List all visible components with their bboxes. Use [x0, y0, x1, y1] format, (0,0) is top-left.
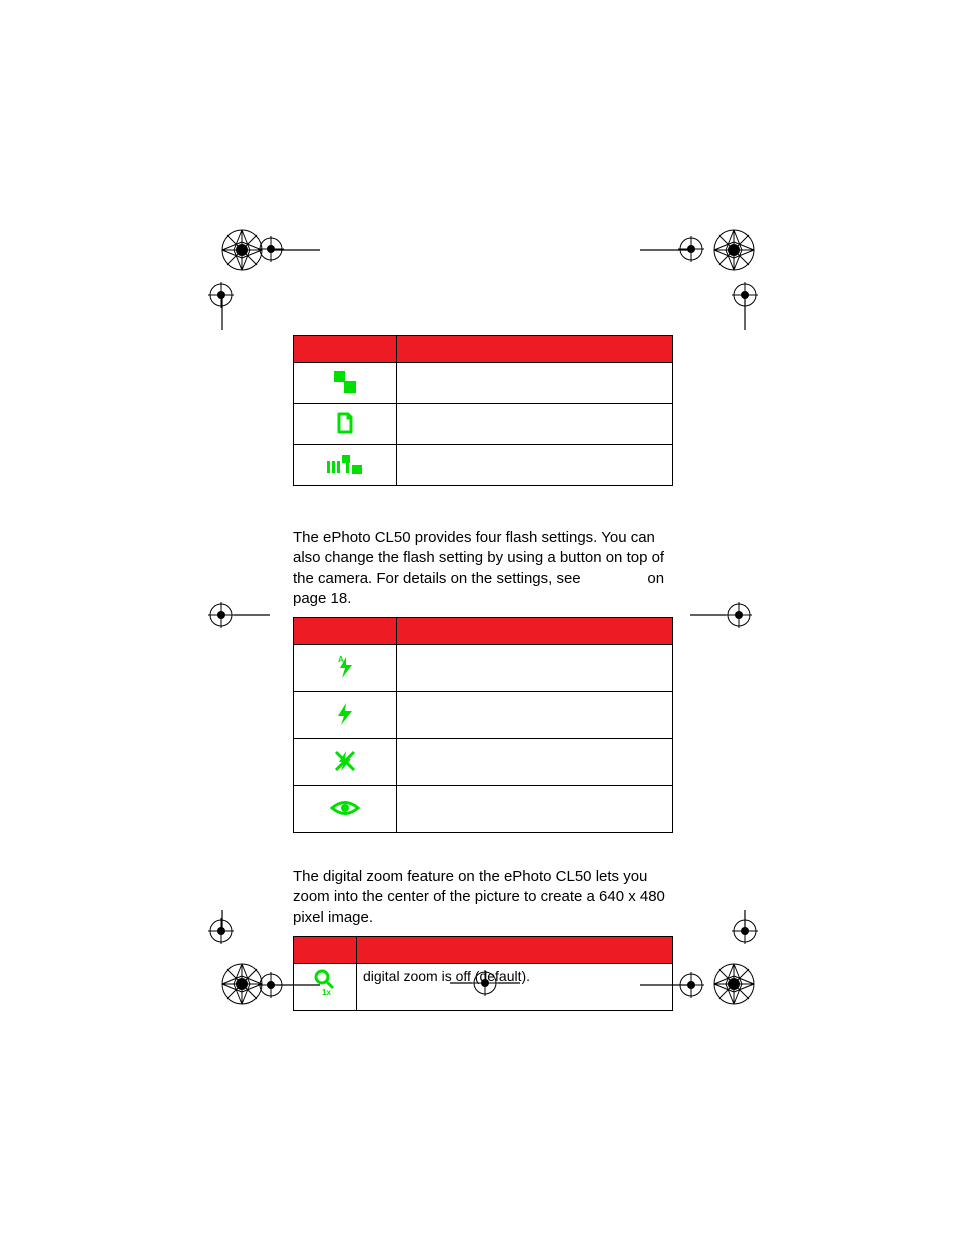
table-row	[294, 739, 673, 786]
crop-mark-mid-left	[200, 600, 270, 630]
icon-cell	[294, 692, 397, 739]
col-desc	[357, 936, 673, 963]
col-desc	[397, 336, 673, 363]
desc-cell	[397, 645, 673, 692]
desc-cell	[397, 692, 673, 739]
card-icon	[333, 411, 357, 435]
desc-cell	[397, 786, 673, 833]
col-icon	[294, 936, 357, 963]
desc-cell: digital zoom is off (default).	[357, 963, 673, 1010]
desc-cell	[397, 404, 673, 445]
table-header-row	[294, 618, 673, 645]
zoom-1x-icon: 1x	[313, 968, 337, 996]
table-row	[294, 363, 673, 404]
flash-table: A	[293, 617, 673, 833]
desc-cell	[397, 739, 673, 786]
table-row: 1x digital zoom is off (default).	[294, 963, 673, 1010]
desc-cell	[397, 445, 673, 486]
icon-cell: A	[294, 645, 397, 692]
table-row: A	[294, 645, 673, 692]
icon-cell	[294, 786, 397, 833]
crop-mark-top-right	[640, 220, 770, 330]
table-row	[294, 445, 673, 486]
flash-intro-gap	[585, 570, 643, 587]
col-desc	[397, 618, 673, 645]
table-row	[294, 404, 673, 445]
col-icon	[294, 618, 397, 645]
auto-flash-icon: A	[332, 654, 358, 680]
col-icon	[294, 336, 397, 363]
svg-text:1x: 1x	[322, 988, 331, 996]
two-squares-icon	[330, 370, 360, 394]
desc-cell	[397, 363, 673, 404]
crop-mark-mid-right	[690, 600, 760, 630]
zoom-intro: The digital zoom feature on the ePhoto C…	[293, 867, 673, 928]
flash-off-icon	[333, 749, 357, 773]
icon-cell	[294, 363, 397, 404]
page-content: The ePhoto CL50 provides four flash sett…	[293, 335, 673, 1011]
table-row	[294, 786, 673, 833]
zoom-table: 1x digital zoom is off (default).	[293, 936, 673, 1011]
redeye-icon	[330, 799, 360, 817]
table-row	[294, 692, 673, 739]
table-header-row	[294, 336, 673, 363]
table-header-row	[294, 936, 673, 963]
crop-mark-top-left	[200, 220, 320, 330]
icon-cell	[294, 739, 397, 786]
icon-cell	[294, 404, 397, 445]
flash-intro: The ePhoto CL50 provides four flash sett…	[293, 528, 673, 609]
icon-cell	[294, 445, 397, 486]
flash-on-icon	[334, 702, 356, 726]
barcode-icon	[325, 453, 365, 475]
icon-cell: 1x	[294, 963, 357, 1010]
storage-table	[293, 335, 673, 486]
